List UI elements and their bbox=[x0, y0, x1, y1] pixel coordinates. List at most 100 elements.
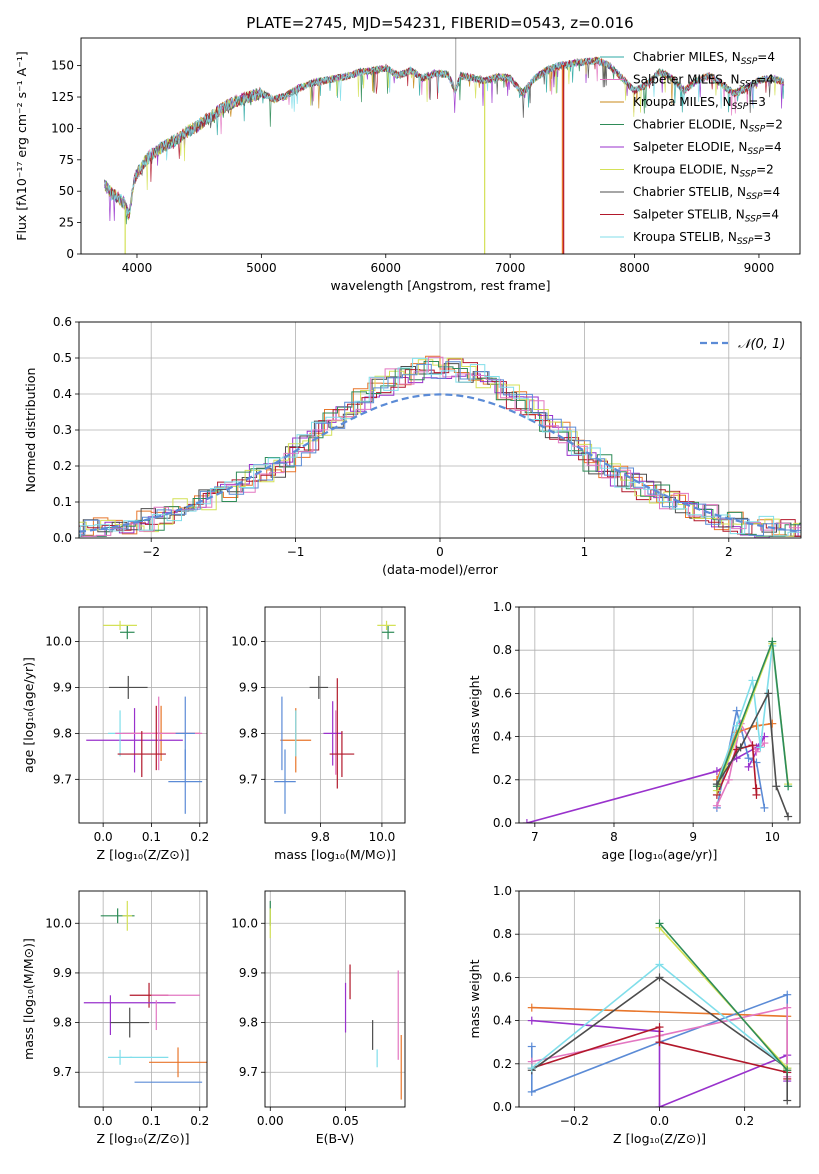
ageMass-point-2 bbox=[309, 675, 329, 699]
mwAge-xtick-label-0: 7 bbox=[531, 830, 539, 844]
mwZ-marker-5-1 bbox=[655, 973, 664, 982]
mwAge-marker-5-3 bbox=[756, 743, 765, 752]
mwZ-ticks: −0.2 0.0 0.2 0.0 0.2 0.4 0.6 0.8 1.0 bbox=[493, 884, 754, 1128]
spectrum-ytick-label-5: 125 bbox=[51, 90, 74, 104]
legend-label-7: Salpeter STELIB, NSSP=4 bbox=[633, 208, 779, 225]
mwAge-marker-8-4 bbox=[784, 812, 793, 821]
residuals-ytick-label-4: 0.4 bbox=[53, 387, 72, 401]
mwZ-ylabel: mass weight bbox=[467, 959, 482, 1038]
ageMass-ytick-label-2: 9.9 bbox=[239, 680, 258, 694]
ageZ-ticks: 0.0 0.1 0.2 9.7 9.8 9.9 10.0 bbox=[45, 634, 209, 844]
ageMass-ytick-label-0: 9.7 bbox=[239, 772, 258, 786]
mwZ-marker-2-1 bbox=[527, 1087, 536, 1096]
ageMass-point-5 bbox=[323, 701, 342, 766]
massZ-xtick-label-1: 0.1 bbox=[142, 1114, 161, 1128]
massZ-point-8 bbox=[149, 1047, 207, 1078]
ageMass-grid bbox=[265, 607, 405, 823]
mwAge-ticks: 7 8 9 10 0.0 0.2 0.4 0.6 0.8 1.0 bbox=[493, 600, 780, 844]
massEbv-ytick-label-1: 9.8 bbox=[239, 1016, 258, 1030]
ageZ-frame bbox=[78, 606, 208, 824]
mwZ-plot-area bbox=[527, 919, 792, 1107]
spectrum-frame bbox=[80, 37, 801, 255]
spectrum-xtick-label-0: 4000 bbox=[122, 261, 153, 275]
mwZ-ytick-label-4: 0.8 bbox=[493, 927, 512, 941]
legend-label-4: Salpeter ELODIE, NSSP=4 bbox=[633, 140, 782, 157]
mwAge-series-5 bbox=[716, 645, 789, 787]
mwZ-marker-2-3 bbox=[783, 990, 792, 999]
massZ-grid bbox=[79, 891, 207, 1107]
mwZ-marker-4-2 bbox=[655, 1038, 664, 1047]
mwZ-marker-4-1 bbox=[655, 1023, 664, 1032]
massEbv-axes: 0.00 0.05 9.7 9.8 9.9 10.0 E(B-V) bbox=[231, 890, 406, 1146]
ageMass-point-9 bbox=[329, 731, 355, 778]
mwZ-ytick-label-3: 0.6 bbox=[493, 970, 512, 984]
legend-label-6: Chabrier STELIB, NSSP=4 bbox=[633, 185, 780, 202]
legend-label-3: Chabrier ELODIE, NSSP=2 bbox=[633, 118, 783, 135]
legend-label-8: Kroupa STELIB, NSSP=3 bbox=[633, 230, 771, 247]
ageMass-ytick-label-1: 9.8 bbox=[239, 726, 258, 740]
massZ-plot-area bbox=[83, 900, 207, 1083]
ageZ-ytick-label-3: 10.0 bbox=[45, 634, 72, 648]
spectrum-ytick-label-0: 0 bbox=[66, 247, 74, 261]
mwAge-marker-8-2 bbox=[764, 689, 773, 698]
ageMass-point-0 bbox=[381, 625, 395, 640]
residuals-ytick-label-3: 0.3 bbox=[53, 423, 72, 437]
mwAge-marker-1-1 bbox=[732, 706, 741, 715]
spectrum-ytick-label-2: 50 bbox=[59, 184, 74, 198]
ageMass-axes: 9.8 10.0 9.7 9.8 9.9 10.0 mass [log₁₀(M/M⊙)] bbox=[231, 606, 406, 862]
legend-label-0: Chabrier MILES, NSSP=4 bbox=[633, 50, 775, 67]
ageZ-ytick-label-2: 9.9 bbox=[53, 680, 72, 694]
spectrum-series-8 bbox=[104, 57, 785, 216]
spectrum-xtick-label-4: 8000 bbox=[619, 261, 650, 275]
massZ-xlabel: Z [log₁₀(Z/Z⊙)] bbox=[97, 1131, 190, 1146]
ageZ-xtick-label-1: 0.1 bbox=[142, 830, 161, 844]
ageZ-xtick-label-0: 0.0 bbox=[94, 830, 113, 844]
mwZ-xtick-label-2: 0.2 bbox=[735, 1114, 754, 1128]
massZ-xtick-label-2: 0.2 bbox=[190, 1114, 209, 1128]
mwAge-plot-area bbox=[522, 637, 793, 823]
mwZ-marker-0-0 bbox=[527, 1003, 536, 1012]
ageMass-point-6 bbox=[274, 749, 296, 814]
mwZ-marker-5-3 bbox=[783, 1096, 792, 1105]
spectrum-ytick-label-3: 75 bbox=[59, 153, 74, 167]
legend-label-2: Kroupa MILES, NSSP=3 bbox=[633, 95, 766, 112]
mwAge-marker-0-1 bbox=[712, 767, 721, 776]
ageZ-grid bbox=[79, 607, 207, 823]
mwAge-ytick-label-0: 0.0 bbox=[493, 816, 512, 830]
mwZ-xtick-label-0: −0.2 bbox=[560, 1114, 589, 1128]
mwZ-axes: −0.2 0.0 0.2 0.0 0.2 0.4 0.6 0.8 1.0 Z [log₁₀(Z/Z… bbox=[467, 884, 801, 1146]
histogram-7 bbox=[79, 361, 801, 536]
mwZ-ytick-label-2: 0.4 bbox=[493, 1014, 512, 1028]
mwZ-marker-3-2 bbox=[783, 1003, 792, 1012]
mwZ-ytick-label-1: 0.2 bbox=[493, 1057, 512, 1071]
mwAge-xtick-label-1: 8 bbox=[610, 830, 618, 844]
ageZ-plot-area bbox=[86, 620, 203, 814]
massEbv-ytick-label-2: 9.9 bbox=[239, 966, 258, 980]
spectrum-ytick-label-1: 25 bbox=[59, 216, 74, 230]
residuals-frame bbox=[78, 321, 802, 539]
massEbv-xtick-label-0: 0.00 bbox=[257, 1114, 284, 1128]
mwAge-ytick-label-5: 1.0 bbox=[493, 600, 512, 614]
spectrum-xtick-label-1: 5000 bbox=[246, 261, 277, 275]
massZ-ylabel: mass [log₁₀(M/M⊙)] bbox=[21, 938, 36, 1060]
residuals-ytick-label-1: 0.1 bbox=[53, 495, 72, 509]
residuals-xtick-label-2: 0 bbox=[436, 545, 444, 559]
massZ-ytick-label-3: 10.0 bbox=[45, 916, 72, 930]
mwZ-marker-1-0 bbox=[527, 1016, 536, 1025]
mwAge-marker-8-0 bbox=[712, 780, 721, 789]
spectrum-legend: Chabrier MILES, NSSP=4 Salpeter MILES, NS… bbox=[600, 50, 783, 247]
mwZ-series-3 bbox=[531, 1006, 788, 1077]
mwAge-marker-8-1 bbox=[736, 743, 745, 752]
ageMass-point-1 bbox=[377, 620, 396, 630]
ageMass-xtick-label-0: 9.8 bbox=[311, 830, 330, 844]
massZ-ticks: 0.0 0.1 0.2 9.7 9.8 9.9 10.0 bbox=[45, 916, 209, 1128]
mwAge-ylabel: mass weight bbox=[467, 675, 482, 754]
mwZ-series-8 bbox=[658, 922, 788, 1071]
ageZ-axes: 0.0 0.1 0.2 9.7 9.8 9.9 10.0 Z [log₁₀(Z/Z⊙)] age… bbox=[21, 606, 209, 862]
massZ-axes: 0.0 0.1 0.2 9.7 9.8 9.9 10.0 Z [log₁₀(Z/Z⊙)] mas… bbox=[21, 890, 209, 1146]
mwAge-marker-5-2 bbox=[748, 676, 757, 685]
ageZ-point-9 bbox=[117, 731, 166, 778]
massEbv-plot-area bbox=[269, 900, 402, 1100]
mwAge-marker-3-4 bbox=[760, 739, 769, 748]
mwAge-marker-1-4 bbox=[760, 803, 769, 812]
